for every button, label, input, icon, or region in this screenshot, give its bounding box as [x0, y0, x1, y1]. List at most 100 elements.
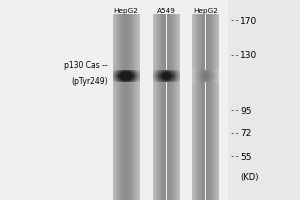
FancyBboxPatch shape	[172, 81, 173, 82]
FancyBboxPatch shape	[213, 81, 214, 82]
FancyBboxPatch shape	[218, 75, 219, 76]
FancyBboxPatch shape	[206, 71, 207, 72]
FancyBboxPatch shape	[116, 73, 117, 74]
FancyBboxPatch shape	[153, 72, 154, 73]
FancyBboxPatch shape	[173, 71, 174, 72]
FancyBboxPatch shape	[127, 71, 128, 72]
FancyBboxPatch shape	[192, 73, 193, 74]
FancyBboxPatch shape	[117, 14, 118, 200]
FancyBboxPatch shape	[135, 81, 136, 82]
FancyBboxPatch shape	[137, 81, 138, 82]
FancyBboxPatch shape	[177, 80, 178, 81]
FancyBboxPatch shape	[177, 81, 178, 82]
FancyBboxPatch shape	[176, 75, 177, 76]
FancyBboxPatch shape	[130, 14, 131, 200]
FancyBboxPatch shape	[136, 81, 137, 82]
FancyBboxPatch shape	[118, 80, 119, 81]
FancyBboxPatch shape	[174, 73, 175, 74]
FancyBboxPatch shape	[119, 77, 120, 78]
FancyBboxPatch shape	[170, 78, 171, 79]
FancyBboxPatch shape	[195, 75, 196, 76]
FancyBboxPatch shape	[204, 70, 205, 71]
FancyBboxPatch shape	[167, 80, 168, 81]
FancyBboxPatch shape	[170, 76, 171, 77]
FancyBboxPatch shape	[160, 73, 161, 74]
FancyBboxPatch shape	[156, 77, 157, 78]
FancyBboxPatch shape	[165, 70, 166, 71]
FancyBboxPatch shape	[199, 80, 200, 81]
FancyBboxPatch shape	[192, 70, 193, 71]
FancyBboxPatch shape	[196, 74, 197, 75]
FancyBboxPatch shape	[122, 78, 123, 79]
FancyBboxPatch shape	[197, 81, 198, 82]
FancyBboxPatch shape	[130, 80, 131, 81]
FancyBboxPatch shape	[216, 14, 217, 200]
FancyBboxPatch shape	[124, 70, 125, 71]
FancyBboxPatch shape	[132, 14, 133, 200]
FancyBboxPatch shape	[199, 79, 200, 80]
FancyBboxPatch shape	[114, 80, 115, 81]
FancyBboxPatch shape	[179, 81, 180, 82]
FancyBboxPatch shape	[214, 81, 215, 82]
FancyBboxPatch shape	[209, 79, 210, 80]
FancyBboxPatch shape	[136, 79, 137, 80]
FancyBboxPatch shape	[208, 81, 209, 82]
FancyBboxPatch shape	[197, 78, 198, 79]
FancyBboxPatch shape	[208, 70, 209, 71]
FancyBboxPatch shape	[120, 72, 121, 73]
FancyBboxPatch shape	[128, 70, 129, 71]
FancyBboxPatch shape	[121, 73, 122, 74]
FancyBboxPatch shape	[163, 75, 164, 76]
FancyBboxPatch shape	[158, 76, 159, 77]
FancyBboxPatch shape	[170, 75, 171, 76]
FancyBboxPatch shape	[175, 74, 176, 75]
FancyBboxPatch shape	[214, 71, 215, 72]
FancyBboxPatch shape	[128, 72, 129, 73]
Text: --: --	[230, 17, 240, 25]
FancyBboxPatch shape	[200, 75, 201, 76]
FancyBboxPatch shape	[171, 79, 172, 80]
FancyBboxPatch shape	[114, 76, 115, 77]
FancyBboxPatch shape	[132, 72, 133, 73]
FancyBboxPatch shape	[159, 77, 160, 78]
FancyBboxPatch shape	[213, 80, 214, 81]
FancyBboxPatch shape	[202, 71, 203, 72]
FancyBboxPatch shape	[130, 78, 131, 79]
FancyBboxPatch shape	[210, 75, 211, 76]
FancyBboxPatch shape	[130, 70, 131, 71]
FancyBboxPatch shape	[208, 71, 209, 72]
FancyBboxPatch shape	[113, 78, 114, 79]
FancyBboxPatch shape	[126, 75, 127, 76]
FancyBboxPatch shape	[210, 71, 211, 72]
FancyBboxPatch shape	[158, 78, 159, 79]
FancyBboxPatch shape	[209, 70, 210, 71]
FancyBboxPatch shape	[159, 78, 160, 79]
FancyBboxPatch shape	[205, 72, 206, 73]
FancyBboxPatch shape	[129, 71, 130, 72]
FancyBboxPatch shape	[115, 81, 116, 82]
FancyBboxPatch shape	[205, 80, 206, 81]
FancyBboxPatch shape	[205, 71, 206, 72]
FancyBboxPatch shape	[216, 76, 217, 77]
FancyBboxPatch shape	[173, 14, 174, 200]
FancyBboxPatch shape	[129, 76, 130, 77]
FancyBboxPatch shape	[205, 70, 206, 71]
FancyBboxPatch shape	[134, 14, 135, 200]
FancyBboxPatch shape	[158, 70, 159, 71]
FancyBboxPatch shape	[194, 75, 195, 76]
FancyBboxPatch shape	[173, 70, 174, 71]
FancyBboxPatch shape	[138, 71, 139, 72]
FancyBboxPatch shape	[132, 79, 133, 80]
FancyBboxPatch shape	[133, 75, 134, 76]
FancyBboxPatch shape	[205, 77, 206, 78]
FancyBboxPatch shape	[118, 70, 119, 71]
FancyBboxPatch shape	[199, 73, 200, 74]
FancyBboxPatch shape	[153, 14, 154, 200]
FancyBboxPatch shape	[165, 74, 166, 75]
FancyBboxPatch shape	[197, 70, 198, 71]
FancyBboxPatch shape	[169, 74, 170, 75]
Text: --: --	[230, 106, 240, 116]
FancyBboxPatch shape	[171, 70, 172, 71]
FancyBboxPatch shape	[132, 80, 133, 81]
FancyBboxPatch shape	[129, 72, 130, 73]
